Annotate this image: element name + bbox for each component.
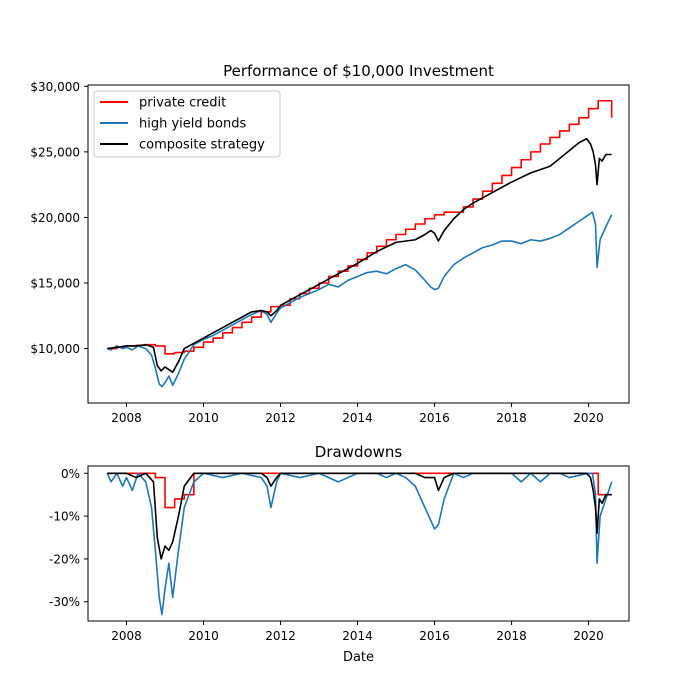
legend: private credit high yield bonds composit… <box>93 90 281 158</box>
drawdowns-panel: Drawdowns 2008 2010 2012 2014 2016 2018 2020 0%… <box>49 443 630 665</box>
performance-y-tick-label: $10,000 <box>30 342 80 356</box>
legend-label-high-yield-bonds: high yield bonds <box>139 117 246 132</box>
performance-y-tick-label: $20,000 <box>30 211 80 225</box>
performance-x-tick-label: 2012 <box>265 411 296 425</box>
drawdowns-x-tick-label: 2016 <box>419 629 450 643</box>
performance-x-tick-label: 2020 <box>573 411 604 425</box>
performance-ticks: 2008 2010 2012 2014 2016 2018 2020 $10,000 $15,0… <box>30 80 603 425</box>
performance-y-tick-label: $15,000 <box>30 277 80 291</box>
drawdowns-ticks: 2008 2010 2012 2014 2016 2018 2020 0% -10% -20% -3… <box>49 467 604 643</box>
drawdowns-y-tick-label: 0% <box>61 467 80 481</box>
performance-x-tick-label: 2018 <box>496 411 527 425</box>
drawdowns-y-tick-label: -10% <box>49 510 80 524</box>
drawdowns-title: Drawdowns <box>315 443 403 461</box>
drawdowns-x-tick-label: 2020 <box>573 629 604 643</box>
drawdowns-x-tick-label: 2014 <box>342 629 373 643</box>
performance-x-tick-label: 2008 <box>111 411 142 425</box>
drawdowns-series-line-high-yield-bonds <box>106 472 613 616</box>
performance-y-tick-label: $30,000 <box>30 80 80 94</box>
legend-label-private-credit: private credit <box>139 96 226 111</box>
x-axis-label: Date <box>343 650 374 665</box>
performance-title: Performance of $10,000 Investment <box>223 62 494 80</box>
performance-x-tick-label: 2016 <box>419 411 450 425</box>
drawdowns-y-tick-label: -20% <box>49 552 80 566</box>
legend-label-composite-strategy: composite strategy <box>139 138 265 153</box>
legend-box <box>93 90 281 158</box>
performance-series-line-high-yield-bonds <box>106 211 613 388</box>
performance-y-tick-label: $25,000 <box>30 145 80 159</box>
performance-axes-frame <box>87 84 630 404</box>
drawdowns-x-tick-label: 2012 <box>265 629 296 643</box>
performance-series <box>106 99 613 388</box>
performance-x-tick-label: 2010 <box>188 411 219 425</box>
drawdowns-y-tick-label: -30% <box>49 595 80 609</box>
drawdowns-x-tick-label: 2008 <box>111 629 142 643</box>
drawdowns-x-tick-label: 2018 <box>496 629 527 643</box>
drawdowns-series <box>106 472 613 616</box>
drawdowns-axes-frame <box>87 465 630 622</box>
drawdowns-x-tick-label: 2010 <box>188 629 219 643</box>
performance-series-line-composite-strategy <box>107 137 612 373</box>
drawdowns-series-line-composite-strategy <box>107 472 612 560</box>
performance-x-tick-label: 2014 <box>342 411 373 425</box>
performance-panel: Performance of $10,000 Investment 2008 20… <box>30 62 630 425</box>
